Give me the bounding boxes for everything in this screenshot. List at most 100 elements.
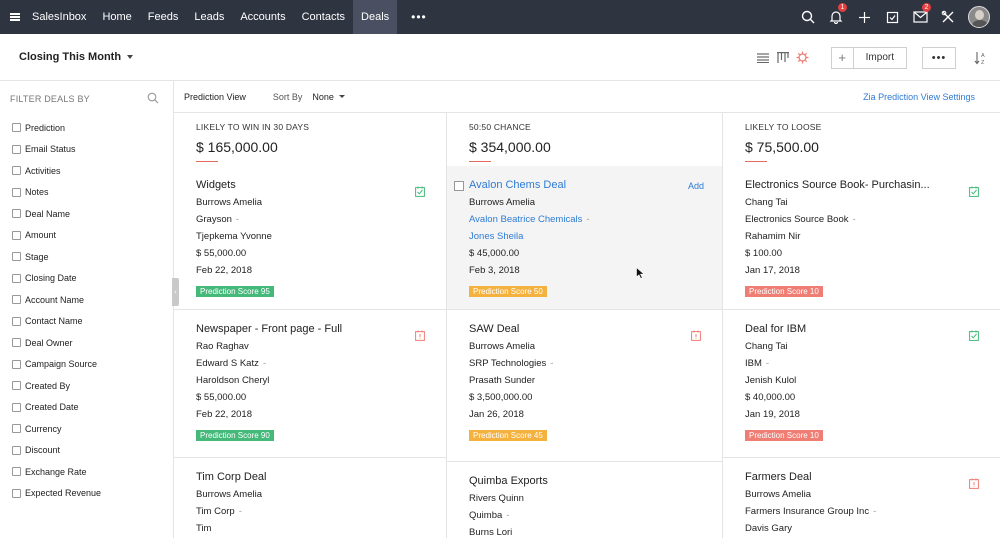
filter-item[interactable]: Currency [0,418,173,440]
user-avatar[interactable] [968,6,990,28]
tools-icon[interactable] [934,0,962,34]
mail-icon[interactable]: 2 [906,0,934,34]
filter-item[interactable]: Created Date [0,397,173,419]
deal-card[interactable]: Deal for IBM Chang Tai IBM - Jenish Kulol $ 4… [723,310,1000,458]
deal-name[interactable]: Electronics Source Book- Purchasin... [745,179,930,191]
kanban-view-icon[interactable] [773,48,793,68]
import-button[interactable]: Import [852,46,907,69]
filter-checkbox[interactable] [12,123,21,133]
nav-item-leads[interactable]: Leads [194,11,225,23]
task-icon[interactable] [969,186,979,197]
deal-card[interactable]: Quimba Exports Rivers Quinn Quimba - Burns L… [447,462,722,538]
filter-item[interactable]: Expected Revenue [0,483,173,505]
filter-checkbox[interactable] [12,230,21,240]
deal-name[interactable]: Deal for IBM [745,323,807,335]
create-deal-button[interactable]: + [830,46,853,69]
nav-more-button[interactable]: ••• [411,10,427,24]
filter-item[interactable]: Deal Owner [0,332,173,354]
filter-checkbox[interactable] [12,144,21,154]
filter-item[interactable]: Email Status [0,139,173,161]
deal-name[interactable]: Tim Corp Deal [196,471,267,483]
hamburger-menu-icon[interactable] [0,0,30,34]
deal-name[interactable]: SAW Deal [469,323,520,335]
deal-card[interactable]: Widgets Burrows Amelia Grayson - Tjepkema Yv… [174,166,446,310]
deal-contact[interactable]: Jones Sheila [469,231,524,242]
filter-checkbox[interactable] [12,316,21,326]
filter-checkbox[interactable] [12,166,21,176]
deal-card[interactable]: Newspaper - Front page - Full Rao Raghav E… [174,310,446,458]
filter-checkbox[interactable] [12,488,21,498]
filter-checkbox[interactable] [12,295,21,305]
deal-card[interactable]: Tim Corp Deal Burrows Amelia Tim Corp - Tim [174,458,446,538]
deal-card[interactable]: Avalon Chems Deal Burrows Amelia Avalon Be… [447,166,722,310]
filter-checkbox[interactable] [12,338,21,348]
filter-item[interactable]: Notes [0,182,173,204]
overdue-task-icon[interactable] [969,478,979,489]
filter-checkbox[interactable] [12,467,21,477]
filter-checkbox[interactable] [12,359,21,369]
filter-item[interactable]: Activities [0,160,173,182]
filter-checkbox[interactable] [12,402,21,412]
deal-card[interactable]: Electronics Source Book- Purchasin... Cha… [723,166,1000,310]
add-icon[interactable] [850,0,878,34]
deal-name[interactable]: Newspaper - Front page - Full [196,323,343,335]
nav-item-contacts[interactable]: Contacts [301,11,346,23]
filter-item[interactable]: Created By [0,375,173,397]
filter-item[interactable]: Account Name [0,289,173,311]
view-selector[interactable]: Closing This Month [19,51,122,63]
notification-bell-icon[interactable]: 1 [822,0,850,34]
zia-settings-link[interactable]: Zia Prediction View Settings [863,91,975,102]
deal-contact[interactable]: Jenish Kulol [745,375,797,386]
deal-account[interactable]: Edward S Katz [196,358,259,369]
deal-account[interactable]: Quimba [469,510,503,521]
deal-contact[interactable]: Burns Lori [469,527,513,538]
filter-checkbox[interactable] [12,187,21,197]
deal-name[interactable]: Quimba Exports [469,475,548,487]
deal-account[interactable]: SRP Technologies [469,358,547,369]
filter-item[interactable]: Deal Name [0,203,173,225]
nav-item-deals[interactable]: Deals [353,0,398,34]
nav-item-feeds[interactable]: Feeds [147,11,179,23]
sort-chevron-down-icon[interactable] [338,95,345,98]
deal-contact[interactable]: Haroldson Cheryl [196,375,270,386]
add-activity-link[interactable]: Add [687,181,704,191]
deal-contact[interactable]: Tjepkema Yvonne [196,231,272,242]
filter-search-icon[interactable] [147,92,159,106]
deal-account[interactable]: Tim Corp [196,506,235,517]
filter-checkbox[interactable] [12,381,21,391]
deal-card[interactable]: Farmers Deal Burrows Amelia Farmers Insura… [723,458,1000,538]
zia-prediction-icon[interactable] [793,48,813,68]
filter-item[interactable]: Discount [0,440,173,462]
overdue-task-icon[interactable] [691,330,701,341]
filter-item[interactable]: Exchange Rate [0,461,173,483]
filter-checkbox[interactable] [12,252,21,262]
filter-item[interactable]: Prediction [0,117,173,139]
filter-item[interactable]: Closing Date [0,268,173,290]
deal-account[interactable]: Grayson [196,214,232,225]
deal-contact[interactable]: Tim [196,523,212,534]
sort-by-select[interactable]: None [312,91,334,102]
filter-checkbox[interactable] [12,445,21,455]
filter-item[interactable]: Contact Name [0,311,173,333]
chevron-down-icon[interactable] [127,55,134,59]
deal-contact[interactable]: Prasath Sunder [469,375,536,386]
nav-item-salesinbox[interactable]: SalesInbox [32,11,87,23]
task-icon[interactable] [969,330,979,341]
filter-item[interactable]: Amount [0,225,173,247]
filter-checkbox[interactable] [12,424,21,434]
deal-account[interactable]: Farmers Insurance Group Inc [745,506,870,517]
deal-contact[interactable]: Rahamim Nir [745,231,801,242]
list-view-icon[interactable] [753,48,773,68]
deal-name[interactable]: Widgets [196,179,236,191]
deal-account[interactable]: Electronics Source Book [745,214,849,225]
deal-name[interactable]: Avalon Chems Deal [469,179,567,191]
deal-select-checkbox[interactable] [454,181,464,191]
sidebar-collapse-handle[interactable]: ‹ [172,278,179,306]
task-icon[interactable] [415,186,425,197]
deal-account[interactable]: Avalon Beatrice Chemicals [469,214,583,225]
deal-account[interactable]: IBM [745,358,762,369]
deal-contact[interactable]: Davis Gary [745,523,792,534]
deal-card[interactable]: SAW Deal Burrows Amelia SRP Technologies - P… [447,310,722,462]
filter-item[interactable]: Stage [0,246,173,268]
